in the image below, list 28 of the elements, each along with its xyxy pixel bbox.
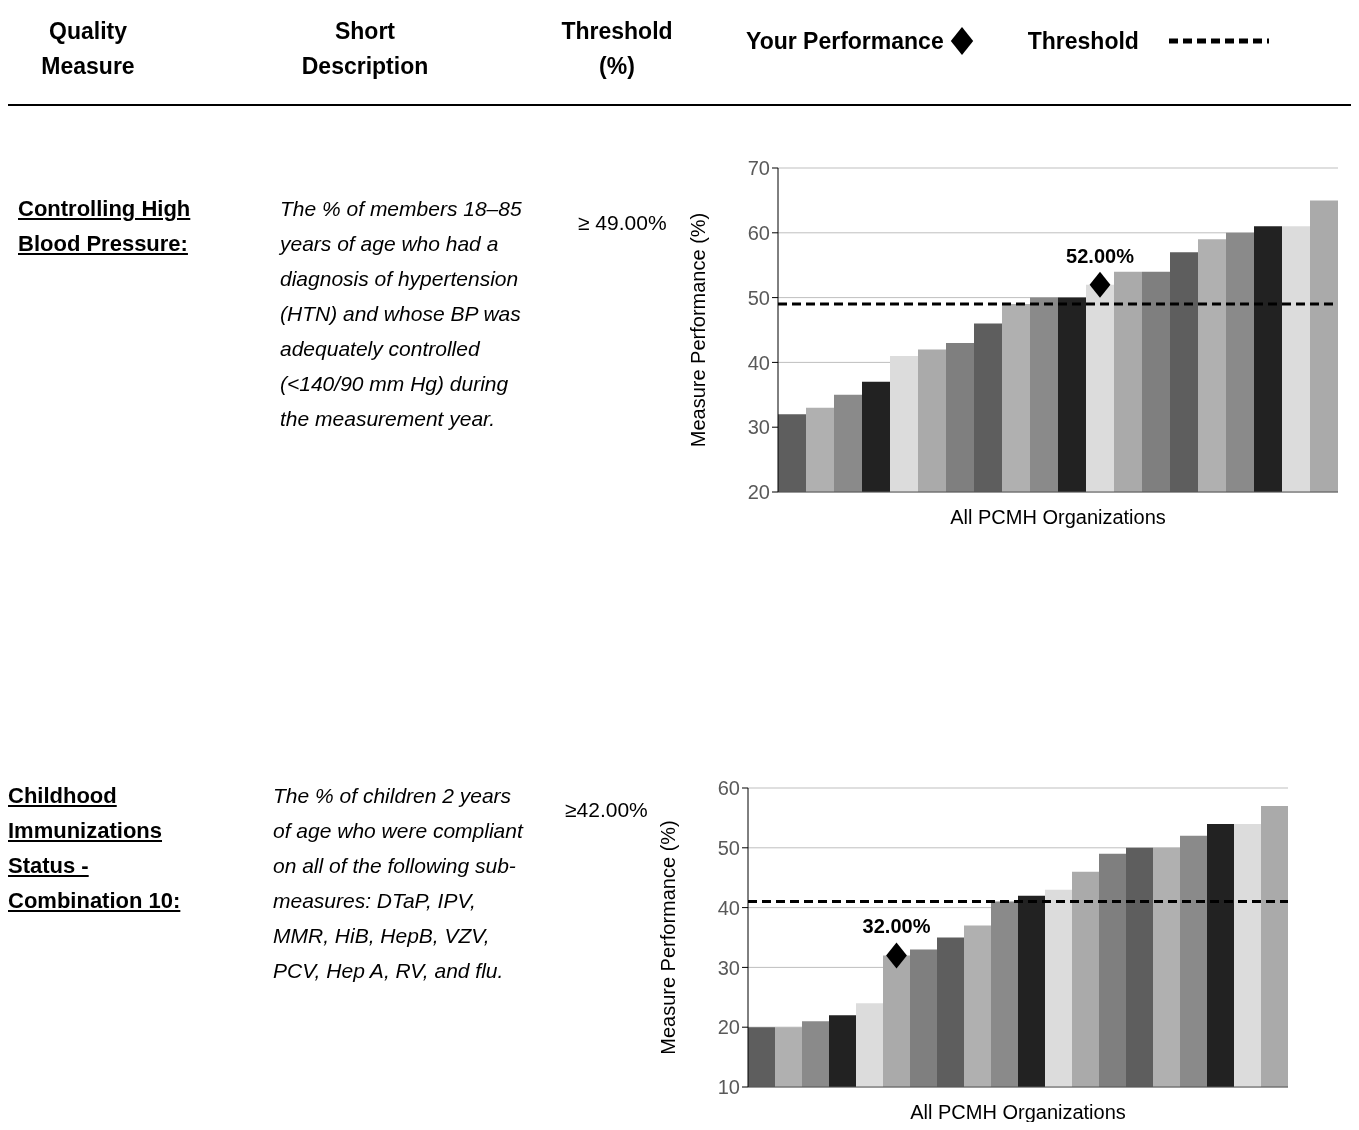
- text: ≥42.00%: [565, 798, 648, 822]
- y-tick-label: 10: [717, 1076, 740, 1099]
- text: Quality Measure: [40, 17, 136, 81]
- text: Short Description: [300, 17, 430, 81]
- y-tick-label: 20: [717, 1016, 740, 1039]
- text: Childhood Immunizations Status - Combination 10:: [8, 782, 182, 915]
- legend-label: Threshold: [1027, 27, 1139, 55]
- data-label: 32.00%: [862, 915, 931, 938]
- text: ≥ 49.00%: [578, 211, 667, 235]
- y-axis-title: Measure Performance (%): [687, 212, 710, 448]
- y-tick-label: 50: [747, 286, 770, 309]
- text: Controlling High Blood Pressure:: [18, 195, 192, 258]
- y-tick-label: 40: [747, 351, 770, 374]
- legend-label: Your Performance: [746, 27, 944, 55]
- x-axis-title: All PCMH Organizations: [950, 506, 1166, 528]
- y-tick-label: 40: [717, 896, 740, 919]
- data-label: 52.00%: [1066, 244, 1135, 267]
- text: The % of children 2 years of age who were compliant on all of the following sub-measures: DTaP, IPV, MMR, HiB, HepB, VZV, PCV, Hep A, RV, and flu.: [273, 783, 523, 984]
- y-tick-label: 30: [747, 416, 770, 439]
- text: The % of members 18–85 years of age who had a diagnosis of hypertension (HTN) and whose BP was adequately controlled (<140/90 mm Hg) during the measurement year.: [280, 196, 523, 432]
- y-tick-label: 50: [717, 836, 740, 859]
- y-tick-label: 60: [747, 221, 770, 244]
- text: Threshold (%): [560, 17, 674, 81]
- y-axis-title: Measure Performance (%): [657, 820, 680, 1055]
- y-tick-label: 30: [717, 956, 740, 979]
- y-tick-label: 70: [747, 157, 770, 180]
- y-tick-label: 20: [747, 481, 770, 504]
- y-tick-label: 60: [717, 777, 740, 800]
